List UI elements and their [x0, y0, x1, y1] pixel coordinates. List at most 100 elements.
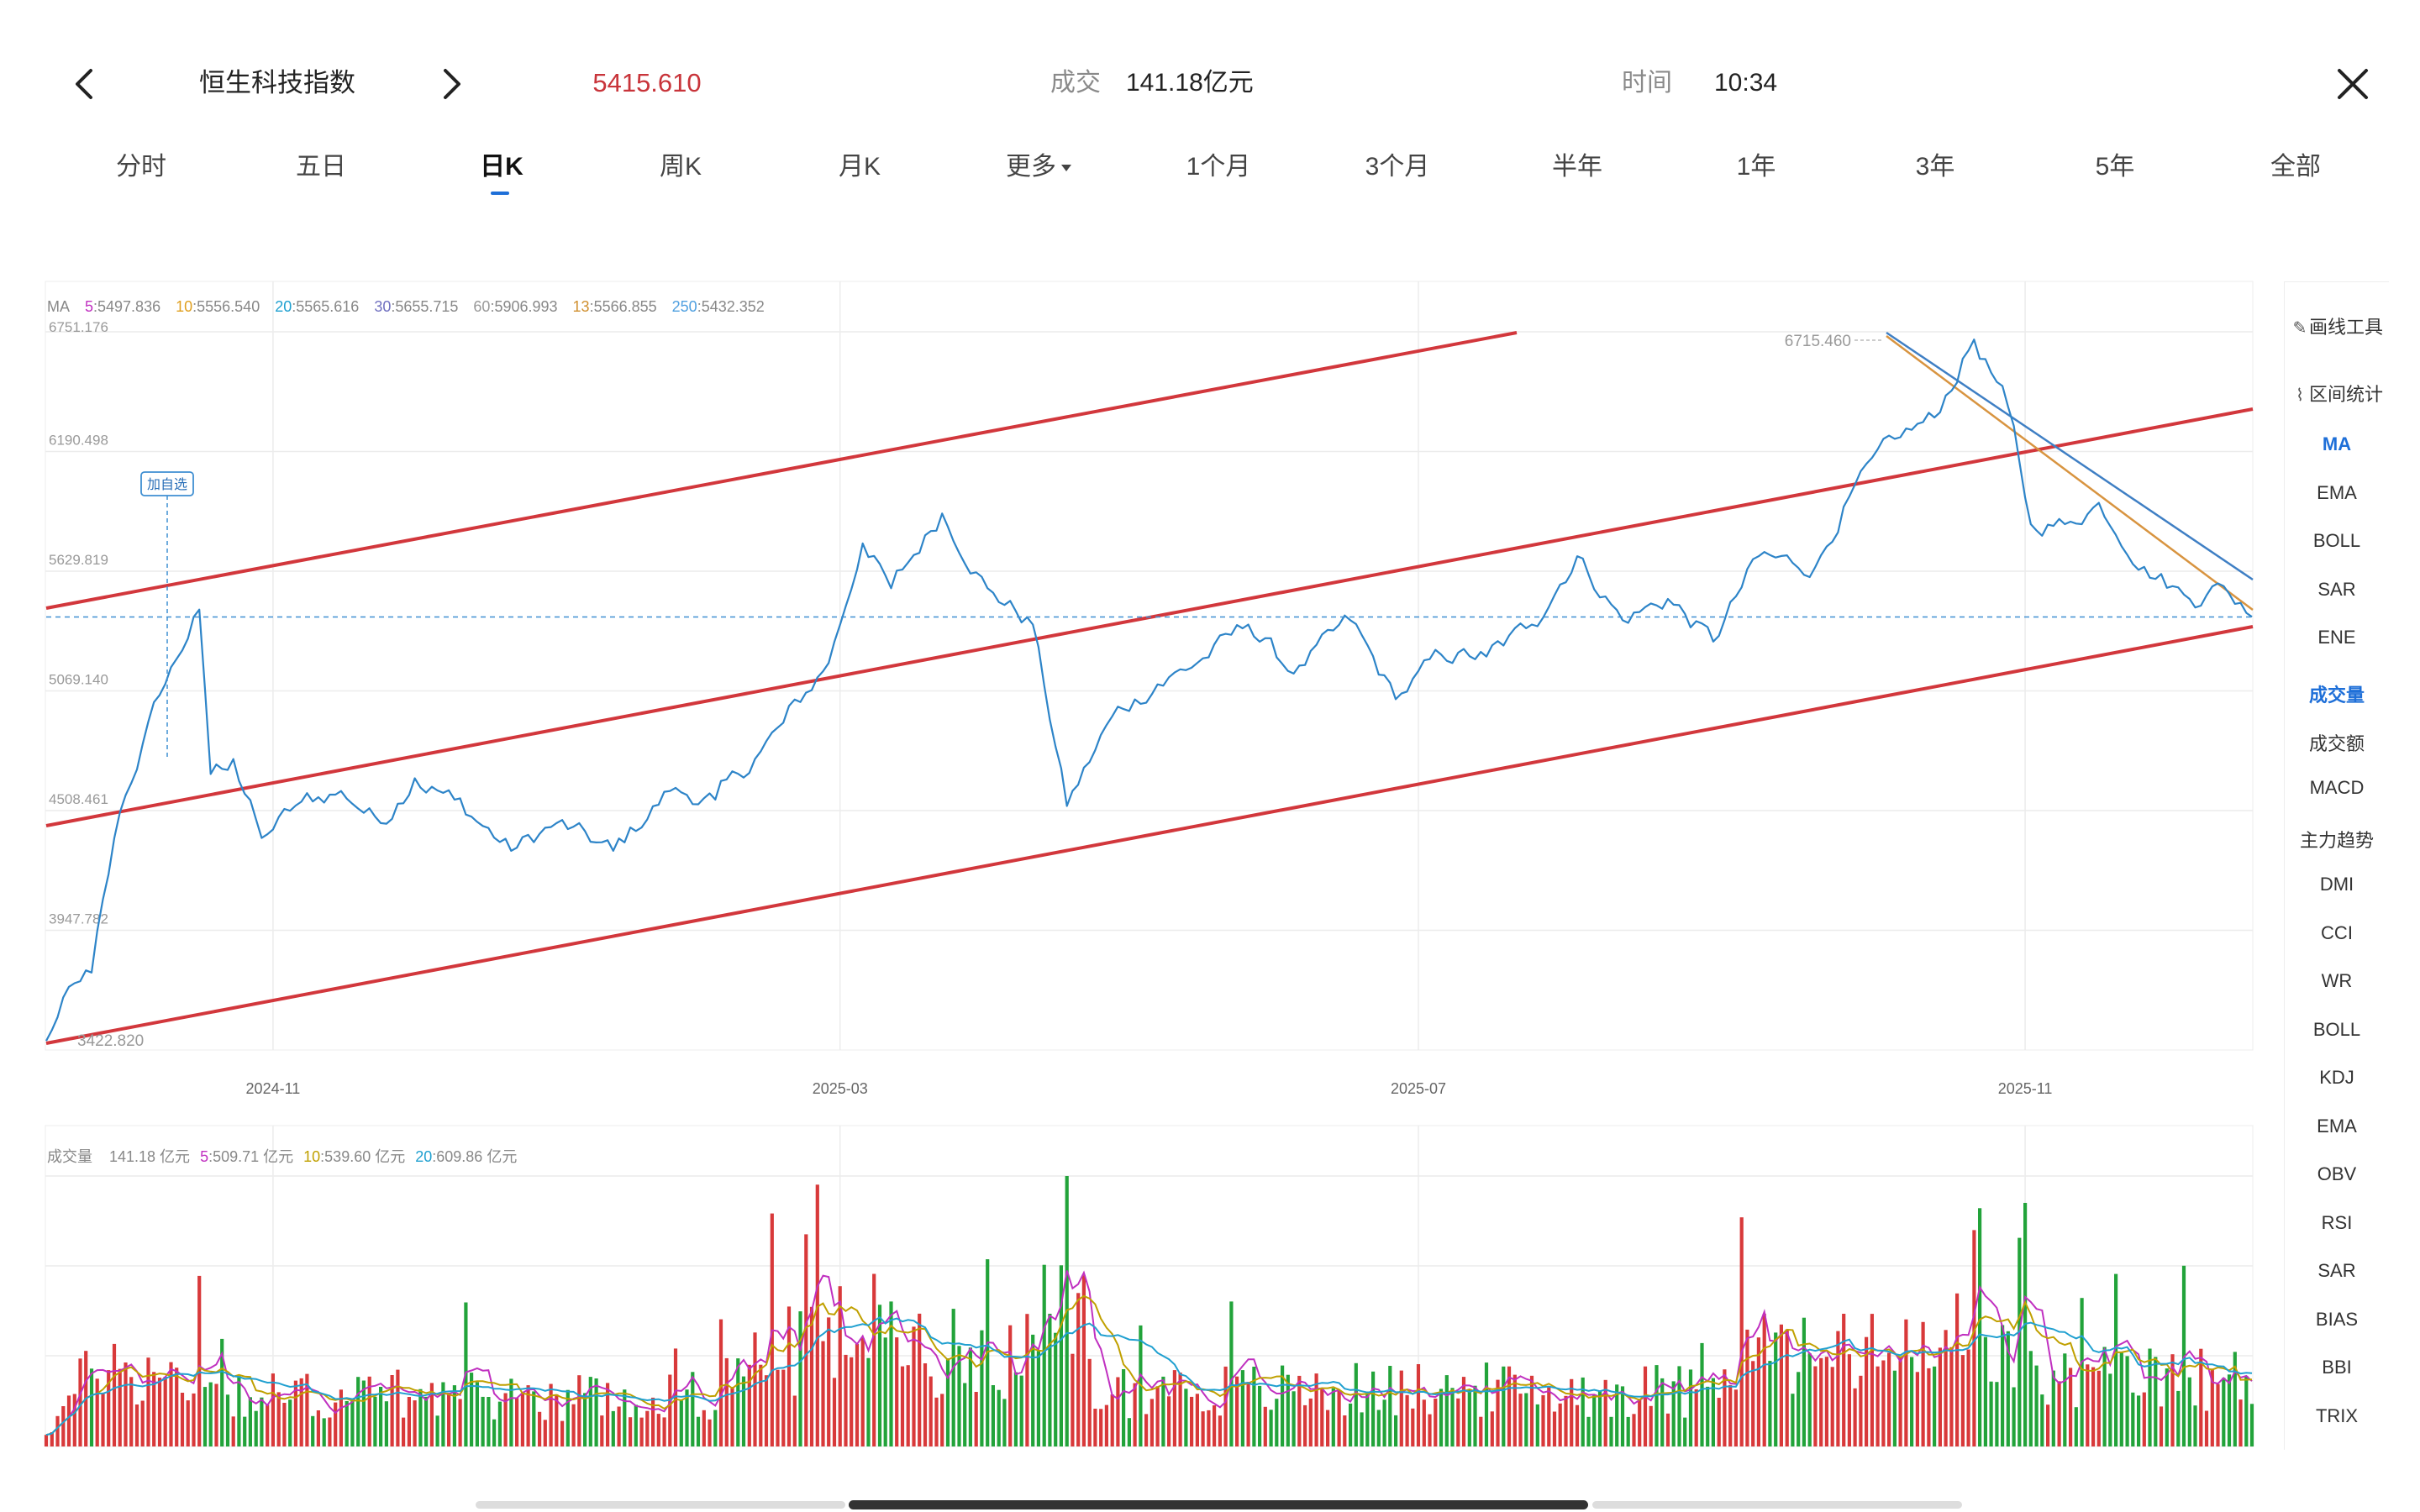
volume-bar: [1564, 1395, 1568, 1446]
volume-bar: [1626, 1416, 1630, 1446]
y-tick-label: 6190.498: [49, 432, 108, 448]
close-button[interactable]: [2328, 59, 2378, 109]
volume-bar: [1450, 1388, 1455, 1446]
tab-12[interactable]: 全部: [2233, 144, 2359, 190]
volume-bar: [1343, 1415, 1347, 1446]
volume-bar: [1933, 1366, 1937, 1446]
tab-9[interactable]: 1年: [1693, 144, 1819, 190]
volume-bar: [2187, 1377, 2191, 1446]
tab-label: 日K: [480, 153, 523, 181]
volume-bar: [1887, 1352, 1891, 1446]
tab-0[interactable]: 分时: [78, 144, 204, 190]
volume-bar: [838, 1286, 842, 1446]
sub-indicator-5[interactable]: CCI: [2321, 921, 2353, 943]
ma-value: :5497.836: [93, 298, 160, 315]
sub-indicator-9[interactable]: EMA: [2317, 1115, 2357, 1137]
volume-ma-lines: [45, 1270, 2253, 1436]
next-button[interactable]: [425, 59, 476, 109]
sub-indicator-8[interactable]: KDJ: [2319, 1067, 2354, 1088]
volume-bar: [753, 1332, 757, 1446]
volume-bar: [180, 1393, 185, 1446]
volume-bar: [764, 1375, 769, 1446]
volume-bar: [402, 1417, 406, 1446]
back-button[interactable]: [60, 59, 111, 109]
main-indicator-ene[interactable]: ENE: [2317, 627, 2356, 648]
sub-indicator-12[interactable]: SAR: [2317, 1260, 2356, 1281]
volume-bar: [1819, 1357, 1823, 1446]
tab-3[interactable]: 周K: [618, 144, 744, 190]
volume-bar: [2114, 1273, 2118, 1446]
sub-indicator-2[interactable]: MACD: [2309, 777, 2365, 798]
volume-bar: [963, 1383, 967, 1446]
volume-bar: [566, 1389, 570, 1446]
tool-range[interactable]: ⌇ 区间统计: [2285, 380, 2389, 407]
drawn-channel-lines[interactable]: [45, 331, 2254, 1045]
tab-label: 周K: [659, 153, 702, 181]
volume-bar: [72, 1394, 76, 1446]
volume-bar: [2057, 1381, 2061, 1446]
volume-bar: [1502, 1366, 1506, 1446]
volume-bar: [515, 1398, 519, 1446]
add-watch-badge[interactable]: [140, 471, 194, 496]
sub-indicator-10[interactable]: OBV: [2317, 1163, 2357, 1184]
sub-indicator-3[interactable]: 主力趋势: [2299, 829, 2374, 851]
volume-bar: [1570, 1378, 1574, 1446]
sub-indicator-4[interactable]: DMI: [2319, 874, 2354, 895]
main-indicator-ma[interactable]: MA: [2322, 433, 2352, 454]
volume-bar: [1110, 1394, 1114, 1446]
tab-11[interactable]: 5年: [2052, 144, 2178, 190]
channel-upper-line[interactable]: [45, 331, 1518, 610]
main-indicator-sar[interactable]: SAR: [2317, 578, 2356, 600]
channel-lower-line[interactable]: [45, 625, 2254, 1045]
price-pane-border: [45, 281, 2254, 1051]
tab-4[interactable]: 月K: [797, 144, 923, 190]
sub-indicator-13[interactable]: BIAS: [2315, 1308, 2359, 1330]
volume-bar: [1019, 1375, 1023, 1446]
sub-indicator-0[interactable]: 成交量: [2308, 685, 2365, 706]
volume-bar: [345, 1401, 349, 1446]
volume-bar: [2249, 1404, 2254, 1446]
volume-bar: [1620, 1386, 1625, 1446]
sub-indicator-14[interactable]: BBI: [2322, 1357, 2352, 1378]
volume-bar: [2012, 1387, 2016, 1446]
trend-line-orange[interactable]: [1886, 334, 2254, 612]
kline-chart[interactable]: 6751.176 6190.498 5629.819 5069.140 4508.461…: [0, 269, 2269, 1462]
trend-line-blue[interactable]: [1886, 331, 2254, 581]
y-tick-label: 5069.140: [49, 671, 108, 687]
price-line-series: [45, 339, 2253, 1042]
tab-10[interactable]: 3年: [1872, 144, 1998, 190]
tab-8[interactable]: 半年: [1514, 144, 1640, 190]
tool-pen[interactable]: ✎ 画线工具: [2285, 312, 2389, 339]
volume-bar: [1484, 1362, 1489, 1446]
main-indicator-ema[interactable]: EMA: [2317, 481, 2357, 503]
x-tick-label: 2025-11: [1998, 1080, 2053, 1097]
volume-bar: [1910, 1357, 1914, 1446]
volume-bar: [1081, 1275, 1086, 1446]
sub-indicator-6[interactable]: WR: [2321, 970, 2353, 991]
ma-legend: MA 5:5497.836 10:5556.540 20:5565.616 30:565…: [47, 298, 765, 315]
volume-bar: [2108, 1373, 2112, 1446]
tab-1[interactable]: 五日: [258, 144, 384, 190]
sub-indicator-1[interactable]: 成交额: [2308, 732, 2365, 754]
scroll-thumb[interactable]: [849, 1500, 1588, 1509]
scroll-track-left[interactable]: [476, 1501, 845, 1509]
tab-6[interactable]: 1个月: [1155, 144, 1281, 190]
tab-7[interactable]: 3个月: [1334, 144, 1460, 190]
tab-label: 5年: [2095, 153, 2135, 181]
volume-bar: [288, 1399, 292, 1446]
tab-2[interactable]: 日K: [439, 144, 565, 195]
time-label: 时间: [1622, 69, 1672, 97]
volume-bar: [1207, 1410, 1211, 1446]
sub-indicator-7[interactable]: BOLL: [2312, 1018, 2361, 1040]
volume-bar: [243, 1416, 247, 1446]
tab-5[interactable]: 更多: [976, 144, 1102, 190]
volume-bar: [1558, 1403, 1562, 1446]
volume-bar: [1190, 1396, 1194, 1446]
volume-bar: [786, 1306, 792, 1446]
main-indicator-boll[interactable]: BOLL: [2312, 530, 2361, 551]
scroll-track-right[interactable]: [1592, 1501, 1962, 1509]
vol-ma-value: :509.71 亿元: [208, 1148, 293, 1165]
sub-indicator-11[interactable]: RSI: [2321, 1211, 2353, 1233]
sub-indicator-15[interactable]: TRIX: [2315, 1404, 2359, 1426]
volume-bar: [1938, 1347, 1942, 1446]
